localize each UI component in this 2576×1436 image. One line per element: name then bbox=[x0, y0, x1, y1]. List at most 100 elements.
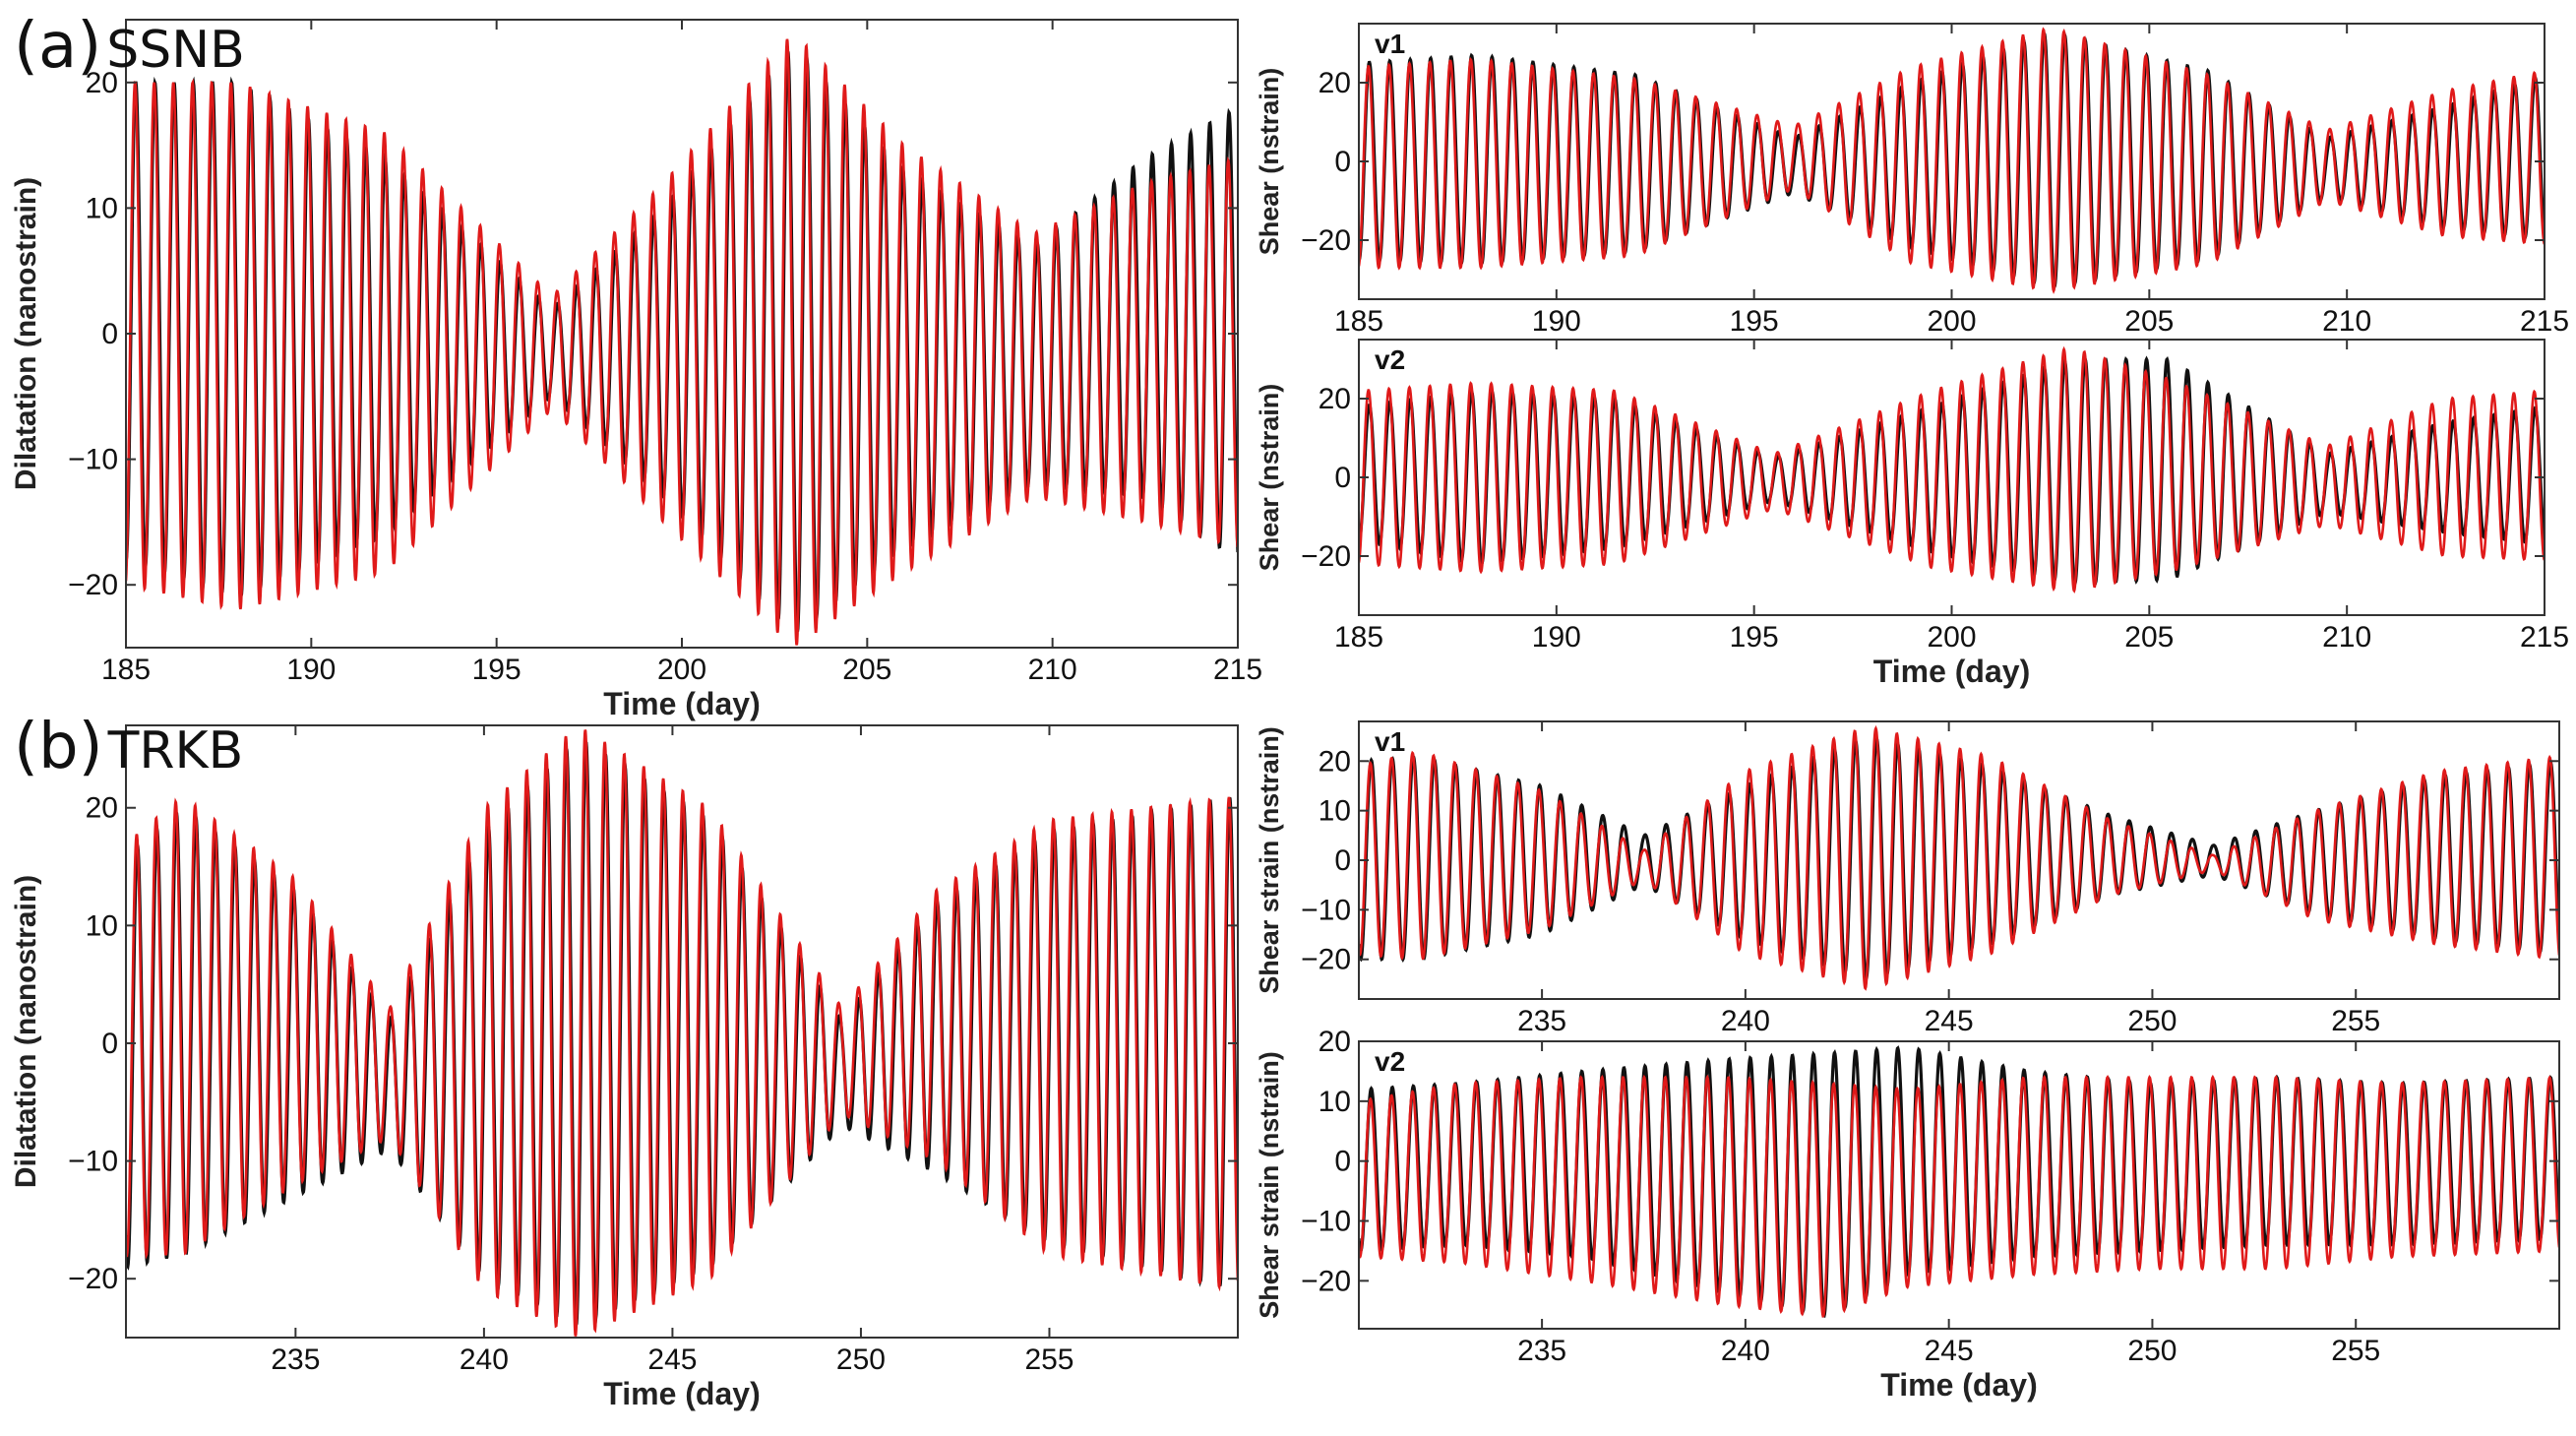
y-axis-label: Dilatation (nanostrain) bbox=[10, 875, 42, 1188]
x-tick-label: 200 bbox=[657, 654, 706, 686]
x-tick-label: 250 bbox=[2127, 1335, 2177, 1367]
y-tick-label: 0 bbox=[101, 318, 118, 350]
x-tick-label: 215 bbox=[2520, 305, 2569, 338]
chart-b-v2: 235 240 245 250 255 −20 −10 0 10 20 Time (day) Shea… bbox=[1255, 1026, 2560, 1403]
plot-frame bbox=[125, 724, 1239, 1339]
y-tick-label: −20 bbox=[1301, 1265, 1351, 1297]
series-line-red bbox=[1359, 724, 2559, 991]
y-tick-label: −10 bbox=[1301, 1206, 1351, 1238]
y-tick-label: 0 bbox=[101, 1028, 118, 1060]
x-tick-label: 205 bbox=[2124, 305, 2174, 338]
x-tick-label: 185 bbox=[101, 654, 151, 686]
x-tick-label: 255 bbox=[2331, 1335, 2380, 1367]
y-axis-label: Dilatation (nanostrain) bbox=[10, 177, 42, 490]
panel-a-label: (a) SSNB bbox=[14, 10, 245, 83]
chart-a-v1: 185 190 195 200 205 210 215 −20 0 20 Shear (nstrai… bbox=[1255, 23, 2569, 338]
y-tick-label: −20 bbox=[1301, 224, 1351, 257]
x-tick-label: 210 bbox=[1028, 654, 1077, 686]
x-tick-label: 195 bbox=[1730, 305, 1779, 338]
x-tick-label: 210 bbox=[2322, 305, 2371, 338]
y-tick-label: 10 bbox=[1319, 795, 1351, 828]
x-tick-label: 190 bbox=[286, 654, 336, 686]
x-tick-label: 200 bbox=[1927, 305, 1976, 338]
series-line-red bbox=[126, 729, 1238, 1337]
x-tick-label: 195 bbox=[472, 654, 521, 686]
series-line-red bbox=[1359, 1074, 2559, 1318]
chart-b-dil: 235 240 245 250 255 −20 −10 0 10 20 Time (day) Dila… bbox=[10, 724, 1239, 1411]
x-tick-label: 250 bbox=[2127, 1005, 2177, 1037]
y-tick-label: 20 bbox=[1319, 1026, 1351, 1058]
series-line-red bbox=[1359, 345, 2545, 593]
panel-b-station: TRKB bbox=[107, 721, 244, 780]
y-tick-label: 10 bbox=[86, 192, 118, 224]
y-axis-label: Shear strain (nstrain) bbox=[1255, 726, 1284, 994]
y-tick-label: 0 bbox=[1334, 146, 1351, 178]
y-tick-label: −20 bbox=[68, 569, 118, 601]
y-tick-label: 0 bbox=[1334, 1146, 1351, 1178]
corner-label: v2 bbox=[1375, 344, 1405, 375]
x-tick-label: 255 bbox=[1024, 1343, 1073, 1376]
series-group bbox=[1359, 27, 2545, 294]
y-tick-label: 20 bbox=[1319, 383, 1351, 415]
x-axis-label: Time (day) bbox=[1880, 1367, 2037, 1403]
series-group bbox=[1359, 1045, 2559, 1318]
chart-a-dil: 185 190 195 200 205 210 215 −20 −10 0 10 20 Time (da… bbox=[10, 19, 1262, 721]
y-tick-label: 20 bbox=[1319, 67, 1351, 99]
y-tick-label: −20 bbox=[1301, 944, 1351, 976]
plot-frame bbox=[1358, 1040, 2560, 1330]
y-tick-label: 0 bbox=[1334, 844, 1351, 877]
panel-b-label: (b) TRKB bbox=[14, 711, 243, 783]
x-tick-label: 190 bbox=[1532, 305, 1581, 338]
chart-a-v2: 185 190 195 200 205 210 215 −20 0 20 Time (day) She… bbox=[1255, 339, 2569, 689]
x-tick-label: 200 bbox=[1927, 621, 1976, 654]
y-tick-label: −10 bbox=[68, 1146, 118, 1178]
y-tick-label: 10 bbox=[1319, 1086, 1351, 1118]
y-tick-label: −10 bbox=[68, 444, 118, 476]
panel-b-letter: (b) bbox=[14, 711, 103, 783]
series-group bbox=[126, 38, 1238, 646]
x-tick-label: 205 bbox=[842, 654, 891, 686]
x-tick-label: 190 bbox=[1532, 621, 1581, 654]
x-tick-label: 210 bbox=[2322, 621, 2371, 654]
x-tick-label: 235 bbox=[271, 1343, 320, 1376]
x-tick-label: 195 bbox=[1730, 621, 1779, 654]
x-tick-label: 250 bbox=[836, 1343, 886, 1376]
x-tick-label: 240 bbox=[1721, 1335, 1770, 1367]
series-group bbox=[1359, 724, 2559, 991]
x-tick-label: 235 bbox=[1517, 1005, 1566, 1037]
y-axis-label: Shear strain (nstrain) bbox=[1255, 1051, 1284, 1319]
x-axis-label: Time (day) bbox=[603, 686, 760, 721]
series-line-red bbox=[126, 38, 1238, 646]
series-line-black bbox=[1359, 734, 2559, 982]
y-tick-label: 20 bbox=[86, 67, 118, 99]
y-axis-label: Shear (nstrain) bbox=[1255, 384, 1284, 572]
series-line-red bbox=[1359, 27, 2545, 294]
y-tick-label: −10 bbox=[1301, 894, 1351, 926]
x-tick-label: 185 bbox=[1334, 305, 1383, 338]
x-axis-label: Time (day) bbox=[603, 1376, 760, 1411]
x-tick-label: 255 bbox=[2331, 1005, 2380, 1037]
corner-label: v2 bbox=[1375, 1046, 1405, 1077]
y-tick-label: 0 bbox=[1334, 462, 1351, 494]
chart-b-v1: 235 240 245 250 255 −20 −10 0 10 20 Shear strain (… bbox=[1255, 720, 2560, 1037]
x-tick-label: 245 bbox=[647, 1343, 697, 1376]
corner-label: v1 bbox=[1375, 726, 1405, 757]
x-tick-label: 245 bbox=[1925, 1335, 1974, 1367]
series-group bbox=[1359, 345, 2545, 593]
y-tick-label: 10 bbox=[86, 909, 118, 942]
x-tick-label: 215 bbox=[1213, 654, 1262, 686]
series-group bbox=[126, 729, 1238, 1337]
y-tick-label: 20 bbox=[1319, 745, 1351, 778]
x-tick-label: 240 bbox=[460, 1343, 509, 1376]
x-tick-label: 185 bbox=[1334, 621, 1383, 654]
x-tick-label: 245 bbox=[1925, 1005, 1974, 1037]
corner-label: v1 bbox=[1375, 29, 1405, 59]
y-axis-label: Shear (nstrain) bbox=[1255, 68, 1284, 256]
x-tick-label: 235 bbox=[1517, 1335, 1566, 1367]
x-tick-label: 215 bbox=[2520, 621, 2569, 654]
y-tick-label: 20 bbox=[86, 792, 118, 825]
y-tick-label: −20 bbox=[68, 1263, 118, 1295]
x-axis-label: Time (day) bbox=[1873, 654, 2030, 689]
